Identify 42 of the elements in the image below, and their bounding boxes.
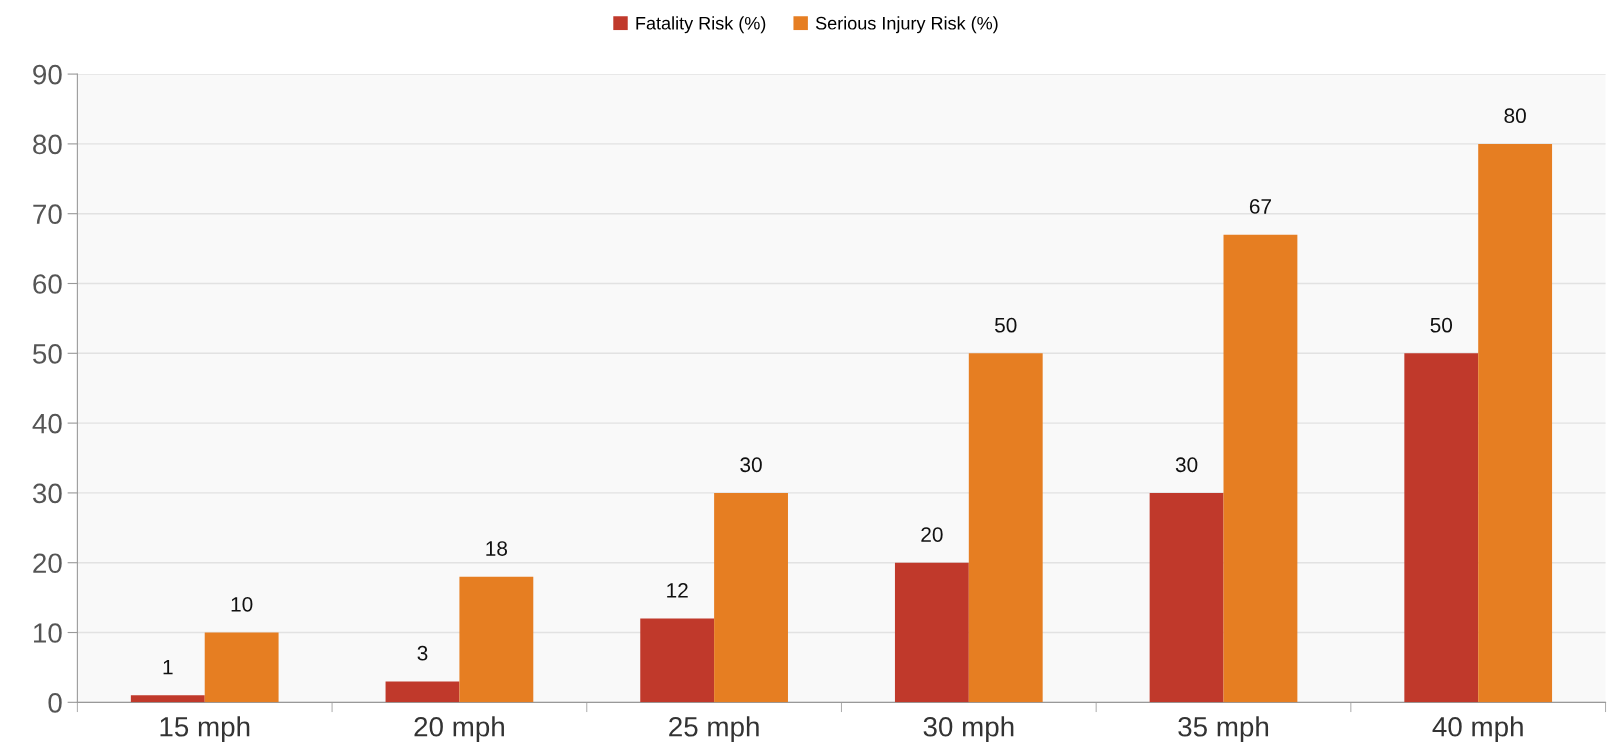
bar	[968, 353, 1043, 703]
y-tick-label: 20	[33, 553, 62, 574]
x-tick-label: 30 mph	[923, 716, 1014, 743]
bar	[640, 618, 715, 703]
bar	[894, 562, 969, 703]
y-tick-label: 70	[33, 204, 62, 225]
x-tick-label: 20 mph	[414, 716, 504, 743]
y-tick-label: 80	[33, 134, 62, 155]
bar	[385, 681, 460, 703]
bar	[130, 695, 205, 703]
data-label: 50	[1430, 317, 1453, 333]
y-tick-label: 30	[32, 483, 62, 504]
bar	[1404, 353, 1479, 703]
bar	[1149, 492, 1224, 703]
y-tick-label: 90	[33, 64, 62, 85]
data-label: 30	[740, 457, 762, 473]
x-tick-label: 25 mph	[669, 716, 759, 743]
data-label: 12	[667, 583, 688, 598]
y-tick-label: 50	[33, 343, 62, 364]
y-tick-label: 60	[33, 274, 62, 294]
x-tick-label: 35 mph	[1178, 716, 1269, 743]
data-label: 50	[994, 317, 1017, 333]
y-tick-label: 40	[32, 413, 62, 434]
data-label: 67	[1249, 199, 1271, 214]
x-tick-label: 15 mph	[160, 716, 250, 743]
y-tick-label: 0	[48, 692, 62, 713]
x-tick-label: 40 mph	[1432, 716, 1523, 743]
legend-label: Fatality Risk (%)	[636, 16, 766, 34]
bar	[1478, 143, 1553, 703]
data-label: 3	[417, 645, 428, 661]
data-label: 1	[163, 660, 173, 675]
data-label: 10	[231, 596, 253, 612]
y-tick-label: 10	[34, 623, 62, 643]
data-label: 80	[1504, 108, 1526, 124]
legend-label: Serious Injury Risk (%)	[815, 16, 998, 34]
bar	[204, 632, 279, 703]
bar	[714, 492, 788, 703]
data-label: 18	[486, 541, 508, 556]
bar	[459, 576, 534, 703]
bar	[1223, 234, 1298, 703]
data-label: 20	[921, 527, 943, 542]
data-label: 30	[1175, 457, 1198, 473]
